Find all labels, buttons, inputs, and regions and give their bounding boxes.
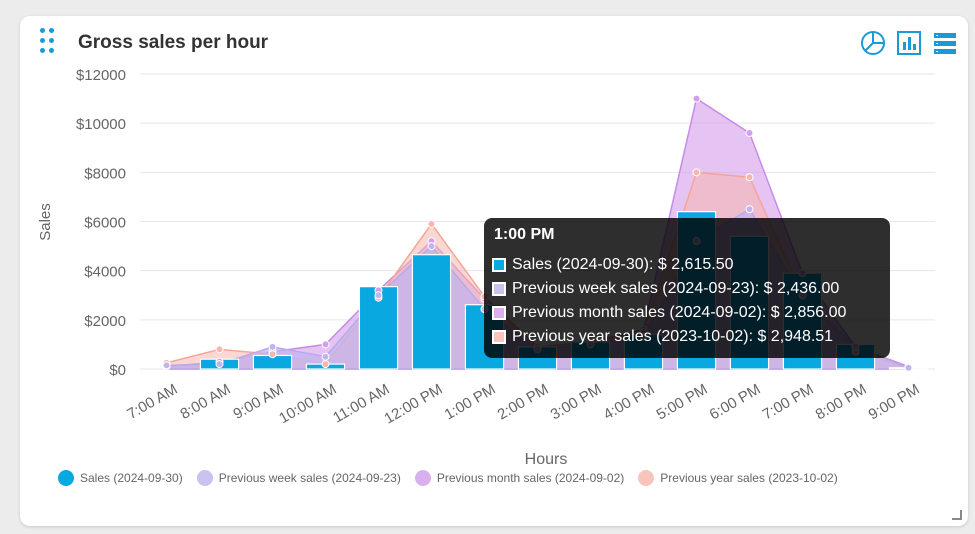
bar-chart-icon[interactable]: [896, 30, 922, 56]
data-point: [321, 360, 330, 369]
y-tick-label: $8000: [84, 165, 126, 182]
legend-swatch: [414, 470, 431, 486]
legend-swatch: [58, 470, 74, 486]
tooltip-row-previous-year: Previous year sales (2023-10-02): $ 2,94…: [492, 328, 833, 346]
legend-label: Sales (2024-09-30): [80, 471, 183, 485]
data-point: [215, 360, 224, 369]
x-tick-label: 6:00 PM: [707, 381, 764, 424]
tooltip-swatch: [492, 258, 506, 272]
data-point: [162, 361, 171, 370]
x-tick-label: 1:00 PM: [442, 381, 499, 424]
x-axis-title: Hours: [525, 451, 568, 468]
x-tick-label: 12:00 PM: [381, 381, 445, 428]
data-point: [745, 205, 754, 214]
x-tick-label: 9:00 PM: [866, 381, 923, 424]
resize-handle-icon[interactable]: [952, 510, 962, 520]
tooltip-text: Previous month sales (2024-09-02): $ 2,8…: [512, 304, 847, 321]
y-tick-label: $12000: [76, 67, 126, 84]
legend-item-previous-week[interactable]: Previous week sales (2024-09-23): [196, 470, 401, 486]
data-point: [321, 352, 330, 361]
tooltip-row-previous-week: Previous week sales (2024-09-23): $ 2,43…: [492, 280, 839, 298]
tooltip-swatch: [492, 282, 506, 296]
data-point: [268, 350, 277, 359]
x-tick-label: 10:00 AM: [276, 381, 339, 427]
data-point: [321, 340, 330, 349]
pie-chart-icon[interactable]: [860, 30, 886, 56]
tooltip-swatch: [492, 306, 506, 320]
x-tick-label: 8:00 PM: [813, 381, 870, 424]
y-tick-label: $10000: [76, 116, 126, 133]
tooltip-row-sales: Sales (2024-09-30): $ 2,615.50: [492, 256, 733, 274]
y-tick-label: $0: [109, 362, 126, 379]
y-tick-label: $2000: [84, 313, 126, 330]
x-tick-label: 2:00 PM: [495, 381, 552, 424]
y-tick-label: $6000: [84, 215, 126, 232]
y-axis-title: Sales: [37, 203, 54, 241]
legend-swatch: [638, 470, 655, 486]
tooltip-row-previous-month: Previous month sales (2024-09-02): $ 2,8…: [492, 304, 846, 322]
x-tick-label: 8:00 AM: [177, 381, 233, 423]
data-point: [745, 129, 754, 137]
data-point: [427, 219, 436, 228]
legend-swatch: [196, 470, 213, 486]
tooltip-text: Sales (2024-09-30): $ 2,615.50: [512, 256, 734, 273]
legend-label: Previous week sales (2024-09-23): [218, 471, 401, 485]
data-point: [215, 345, 224, 354]
list-icon[interactable]: [932, 30, 958, 56]
legend-label: Previous year sales (2023-10-02): [660, 471, 838, 485]
data-point: [374, 291, 383, 300]
x-tick-label: 11:00 AM: [330, 381, 392, 427]
legend-item-previous-month[interactable]: Previous month sales (2024-09-02): [414, 470, 625, 486]
data-point: [745, 173, 754, 182]
data-point: [692, 94, 701, 103]
x-tick-label: 7:00 AM: [124, 381, 180, 423]
drag-handle-icon[interactable]: [38, 28, 58, 56]
data-point: [427, 242, 436, 251]
chart-tooltip: 1:00 PM Sales (2024-09-30): $ 2,615.50 P…: [484, 218, 890, 358]
x-tick-label: 3:00 PM: [548, 381, 605, 424]
chart-legend: Sales (2024-09-30) Previous week sales (…: [58, 470, 838, 486]
x-tick-label: 4:00 PM: [601, 381, 658, 424]
data-point: [904, 363, 913, 372]
legend-item-sales[interactable]: Sales (2024-09-30): [58, 470, 183, 486]
tooltip-text: Previous year sales (2023-10-02): $ 2,94…: [512, 328, 834, 345]
view-toolbar: [860, 30, 958, 56]
sales-bar: [411, 254, 452, 370]
tooltip-title: 1:00 PM: [494, 226, 555, 243]
legend-label: Previous month sales (2024-09-02): [436, 471, 625, 485]
x-tick-label: 5:00 PM: [654, 381, 711, 424]
data-point: [268, 342, 277, 351]
widget-title: Gross sales per hour: [78, 32, 269, 53]
y-tick-label: $4000: [84, 264, 126, 281]
tooltip-swatch: [492, 330, 506, 344]
x-tick-label: 7:00 PM: [760, 381, 817, 424]
legend-item-previous-year[interactable]: Previous year sales (2023-10-02): [638, 470, 838, 486]
tooltip-text: Previous week sales (2024-09-23): $ 2,43…: [512, 280, 840, 297]
data-point: [692, 168, 701, 177]
